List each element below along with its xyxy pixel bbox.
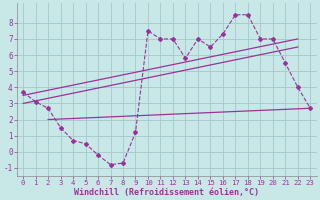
X-axis label: Windchill (Refroidissement éolien,°C): Windchill (Refroidissement éolien,°C): [74, 188, 259, 197]
